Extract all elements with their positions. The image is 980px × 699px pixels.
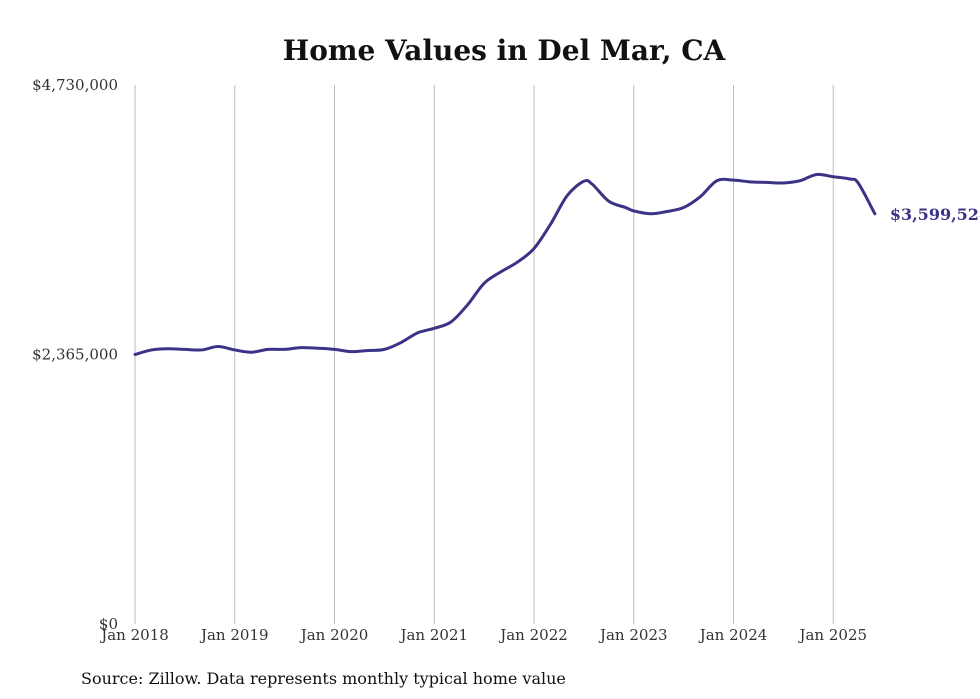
x-tick-label-5: Jan 2023 bbox=[598, 626, 668, 644]
latest-value-label: $3,599,528 bbox=[890, 205, 980, 224]
x-tick-label-1: Jan 2019 bbox=[199, 626, 269, 644]
x-axis-tick-labels: Jan 2018 Jan 2019 Jan 2020 Jan 2021 Jan 2022… bbox=[99, 626, 867, 644]
x-tick-label-2: Jan 2020 bbox=[299, 626, 369, 644]
source-note: Source: Zillow. Data represents monthly … bbox=[81, 669, 566, 688]
x-tick-label-0: Jan 2018 bbox=[99, 626, 169, 644]
x-tick-label-3: Jan 2021 bbox=[398, 626, 468, 644]
x-tick-label-4: Jan 2022 bbox=[498, 626, 568, 644]
y-tick-label-1: $2,365,000 bbox=[32, 346, 118, 364]
y-axis-tick-labels: $0 $2,365,000 $4,730,000 bbox=[32, 76, 118, 633]
grid-lines bbox=[134, 85, 834, 624]
y-tick-label-0: $0 bbox=[99, 615, 118, 633]
x-tick-label-7: Jan 2025 bbox=[797, 626, 867, 644]
chart-title: Home Values in Del Mar, CA bbox=[283, 34, 727, 67]
x-tick-label-6: Jan 2024 bbox=[698, 626, 768, 644]
home-value-line bbox=[133, 172, 877, 356]
y-tick-label-2: $4,730,000 bbox=[32, 76, 118, 94]
